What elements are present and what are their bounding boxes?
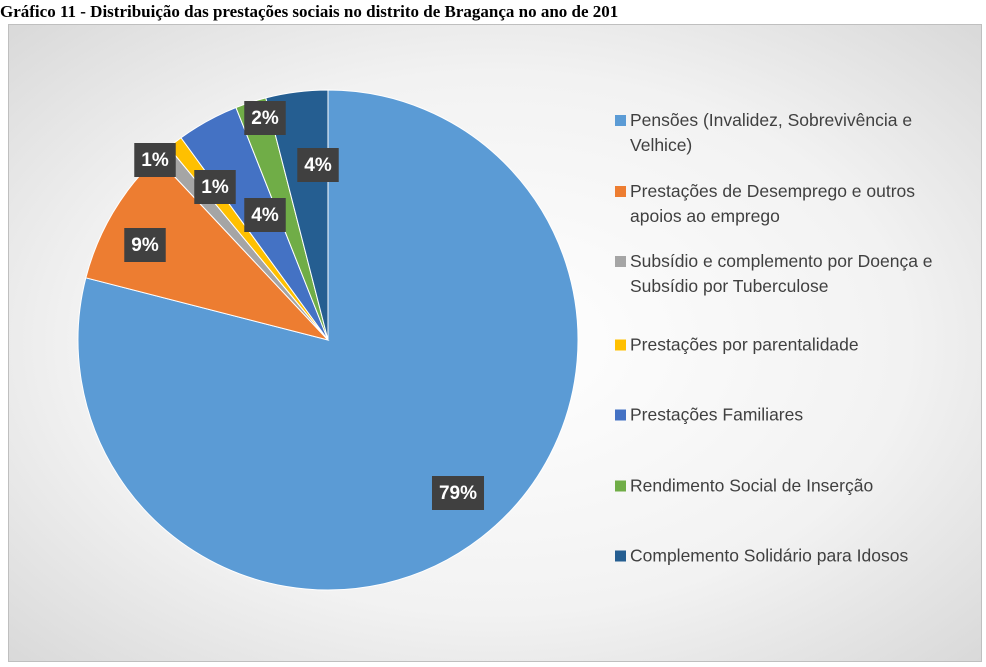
- data-label-box: [244, 198, 286, 232]
- legend-item: Rendimento Social de Inserção: [615, 473, 965, 498]
- legend-label: Prestações Familiares: [630, 404, 804, 425]
- data-label-text: 1%: [141, 150, 169, 171]
- data-label-text: 1%: [201, 177, 229, 198]
- data-label: 79%: [431, 476, 485, 510]
- data-label-box: [194, 170, 236, 204]
- legend-label: Prestações de Desemprego e outros apoios…: [630, 180, 916, 226]
- legend-label: Subsídio e complemento por Doença e Subs…: [630, 251, 933, 296]
- legend-item: Pensões (Invalidez, Sobrevivência e Velh…: [615, 108, 965, 158]
- data-label-text: 2%: [251, 108, 279, 129]
- legend-item: Prestações de Desemprego e outros apoios…: [615, 179, 965, 229]
- data-label-text: 79%: [439, 483, 477, 504]
- data-label: 1%: [134, 143, 176, 177]
- legend-swatch: [615, 480, 626, 491]
- legend-swatch: [615, 550, 626, 562]
- data-label: 9%: [124, 228, 166, 262]
- legend-label: Pensões (Invalidez, Sobrevivência e Velh…: [630, 110, 913, 155]
- data-label-text: 9%: [131, 235, 159, 256]
- data-label: 4%: [244, 198, 286, 232]
- legend-item: Subsídio e complemento por Doença e Subs…: [615, 249, 965, 299]
- chart-title: Gráfico 11 - Distribuição das prestações…: [0, 2, 619, 21]
- legend-swatch: [615, 409, 626, 421]
- legend-label: Rendimento Social de Inserção: [630, 475, 874, 495]
- data-label: 1%: [194, 170, 236, 204]
- legend-item: Prestações Familiares: [615, 403, 965, 428]
- legend-swatch: [615, 115, 626, 126]
- data-label: 2%: [244, 101, 286, 135]
- data-label-box: [134, 143, 176, 177]
- legend-item: Complemento Solidário para Idosos: [615, 544, 965, 569]
- data-label-box: [297, 148, 339, 182]
- data-label: 4%: [297, 148, 339, 182]
- legend-swatch: [615, 339, 626, 350]
- data-label-text: 4%: [304, 155, 332, 176]
- legend-swatch: [615, 185, 626, 197]
- data-label-text: 4%: [251, 205, 279, 226]
- legend-item: Prestações por parentalidade: [615, 332, 965, 357]
- data-label-box: [124, 228, 166, 262]
- legend-label: Prestações por parentalidade: [630, 334, 859, 354]
- legend-swatch: [615, 256, 626, 267]
- data-label-box: [431, 476, 485, 510]
- data-label-box: [244, 101, 286, 135]
- legend-label: Complemento Solidário para Idosos: [630, 545, 909, 566]
